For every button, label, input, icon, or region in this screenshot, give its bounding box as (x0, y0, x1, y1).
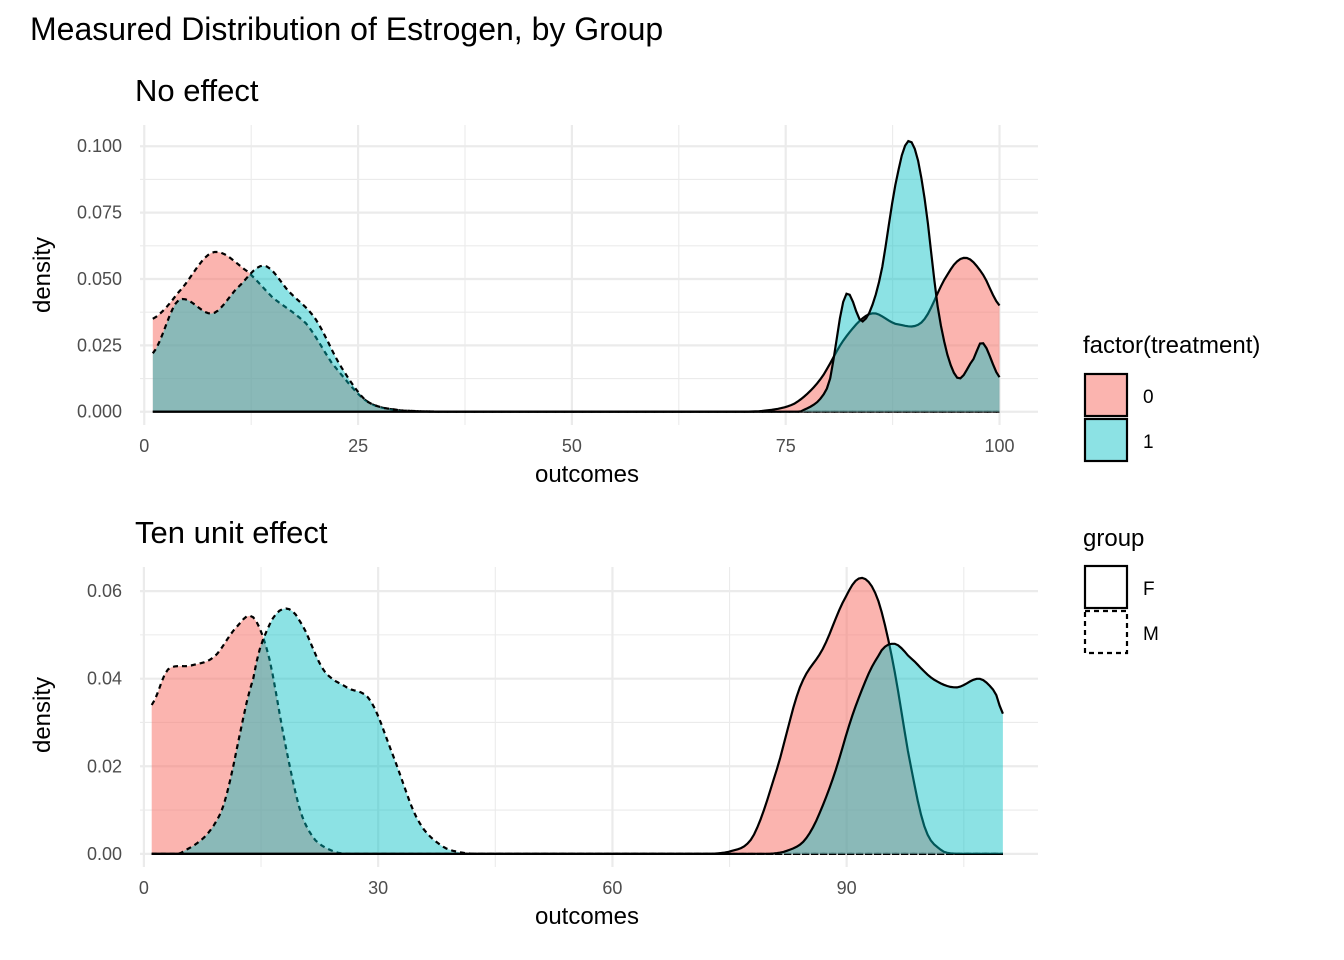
y-tick-label: 0.075 (77, 203, 122, 223)
y-tick-label: 0.06 (87, 581, 122, 601)
x-axis-label: outcomes (535, 903, 639, 930)
legend-title-group: group (1083, 525, 1144, 552)
density-area-t1-f (152, 141, 1000, 412)
legend-linetype: group F M (1083, 525, 1159, 655)
density-area-t0-f (151, 577, 1003, 854)
x-tick-label: 90 (837, 878, 857, 898)
x-tick-label: 30 (368, 878, 388, 898)
y-tick-label: 0.000 (77, 402, 122, 422)
density-line-t0-m (150, 614, 1003, 855)
panel-no-effect: No effect 0 25 50 75 100 0.000 0.025 0.050 0.07… (29, 73, 1038, 488)
y-tick-label: 0.00 (87, 844, 122, 864)
x-tick-label: 60 (602, 878, 622, 898)
density-area-t0-f (152, 257, 1000, 412)
legend-key-treatment-0 (1083, 372, 1129, 418)
y-axis-label: density (29, 677, 56, 753)
x-tick-label: 75 (776, 436, 796, 456)
x-tick-label: 0 (139, 436, 149, 456)
x-tick-label: 100 (984, 436, 1014, 456)
x-axis-label: outcomes (535, 461, 639, 488)
legend-label-treatment-1: 1 (1143, 432, 1154, 453)
y-tick-label: 0.025 (77, 335, 122, 355)
legend-label-group-m: M (1143, 624, 1159, 645)
legend-label-treatment-0: 0 (1143, 387, 1154, 408)
density-line-t1-f (151, 642, 1004, 855)
panel-ten-unit-effect: Ten unit effect 0 30 60 90 0.00 0.02 0.04 0.06… (29, 515, 1038, 930)
figure-title: Measured Distribution of Estrogen, by Gr… (30, 11, 663, 47)
density-area-t1-m (151, 608, 1003, 854)
x-tick-label: 50 (562, 436, 582, 456)
legend-key-group-f (1083, 564, 1129, 610)
density-area-t1-m (152, 265, 1000, 412)
legend-key-treatment-1 (1083, 417, 1129, 463)
density-area-t0-m (151, 615, 1003, 854)
density-area-t0-m (152, 252, 1000, 412)
x-tick-label: 25 (348, 436, 368, 456)
panel-title: Ten unit effect (135, 515, 328, 550)
legend-key-group-m (1083, 609, 1129, 655)
legend-fill: factor(treatment) 0 1 (1083, 332, 1260, 463)
x-tick-label: 0 (139, 878, 149, 898)
y-tick-label: 0.02 (87, 756, 122, 776)
legend-title-treatment: factor(treatment) (1083, 332, 1260, 359)
density-line-t1-f (152, 139, 1001, 413)
panel-title: No effect (135, 73, 259, 108)
legend-label-group-f: F (1143, 579, 1155, 600)
y-tick-label: 0.050 (77, 269, 122, 289)
y-axis-label: density (29, 237, 56, 313)
y-tick-label: 0.04 (87, 669, 122, 689)
y-tick-label: 0.100 (77, 136, 122, 156)
